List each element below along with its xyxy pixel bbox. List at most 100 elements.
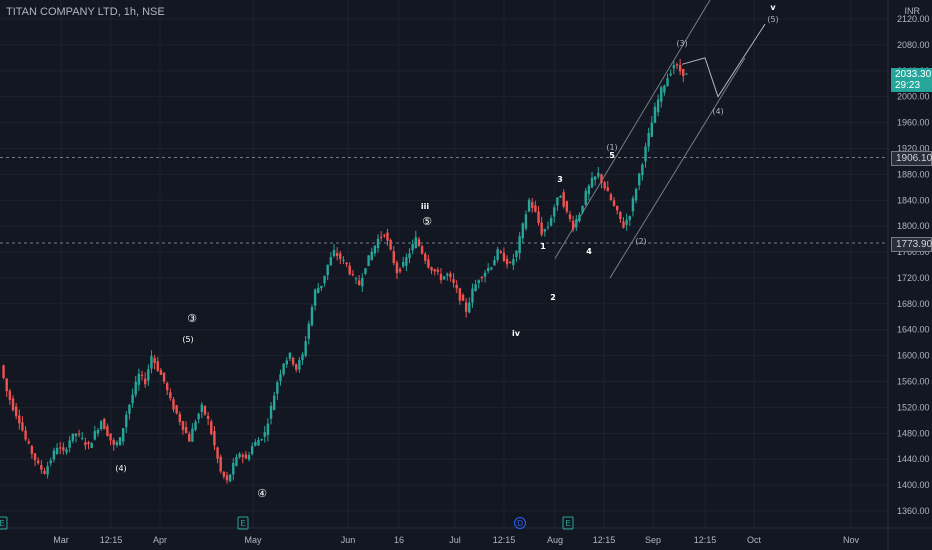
candle-body — [682, 68, 685, 77]
candle-body — [389, 239, 392, 250]
candle-body — [383, 234, 386, 236]
candle-body — [285, 360, 288, 365]
candle-body — [153, 357, 156, 363]
wave-label: 2 — [550, 293, 556, 302]
candle-body — [200, 404, 204, 412]
candle-body — [143, 378, 147, 385]
candle-body — [260, 439, 263, 441]
candle-body — [329, 257, 333, 266]
candle-body — [188, 433, 191, 442]
candle-body — [206, 415, 210, 419]
candle-body — [584, 190, 587, 205]
candle-body — [5, 378, 8, 392]
candle-body — [150, 355, 153, 369]
candle-body — [33, 453, 37, 461]
candle-body — [675, 64, 679, 66]
candle-body — [131, 394, 134, 404]
candle-body — [238, 453, 241, 458]
x-tick-label: Jun — [341, 535, 356, 545]
dividend-marker-label: D — [517, 519, 523, 528]
candle-body — [644, 146, 647, 162]
wave-label: iii — [421, 202, 429, 211]
wave-label: ④ — [257, 487, 267, 500]
y-tick-label: 1360.00 — [897, 506, 930, 516]
candle-body — [272, 395, 276, 410]
candle-body — [458, 288, 462, 301]
candle-body — [219, 456, 222, 472]
candle-body — [509, 262, 512, 264]
candle-body — [118, 437, 122, 446]
candle-body — [52, 450, 56, 460]
candle-body — [90, 442, 93, 448]
candle-body — [93, 431, 97, 440]
candle-body — [216, 447, 219, 459]
candle-body — [524, 214, 528, 229]
candle-body — [74, 433, 78, 437]
x-tick-label: Sep — [645, 535, 661, 545]
candle-body — [656, 99, 660, 113]
candle-body — [433, 269, 436, 272]
x-tick-label: Aug — [547, 535, 563, 545]
candle-body — [603, 182, 606, 189]
x-tick-label: Jul — [449, 535, 461, 545]
candle-body — [62, 447, 65, 451]
candle-body — [276, 382, 279, 394]
candle-body — [87, 442, 90, 444]
candle-body — [631, 198, 635, 212]
candle-body — [483, 272, 487, 277]
y-tick-label: 1400.00 — [897, 480, 930, 490]
candle-body — [641, 164, 644, 176]
y-tick-label: 1760.00 — [897, 247, 930, 257]
y-tick-label: 2120.00 — [897, 14, 930, 24]
candle-body — [502, 252, 506, 262]
candle-body — [81, 437, 84, 439]
candle-body — [263, 432, 266, 437]
candle-body — [291, 357, 295, 365]
candle-body — [537, 211, 540, 223]
candle-body — [452, 279, 455, 283]
candle-body — [125, 414, 128, 428]
candle-body — [59, 447, 62, 449]
y-tick-label: 1680.00 — [897, 299, 930, 309]
candle-body — [197, 413, 200, 420]
candle-body — [323, 275, 326, 284]
y-tick-label: 1560.00 — [897, 377, 930, 387]
candle-body — [235, 456, 238, 466]
candle-body — [402, 261, 405, 267]
earnings-marker-label: E — [240, 519, 245, 528]
candle-body — [505, 258, 509, 265]
hline-price-tag-2: 1773.90 — [891, 237, 932, 252]
y-tick-label: 1800.00 — [897, 221, 930, 231]
candle-body — [184, 427, 188, 433]
candle-body — [587, 185, 591, 194]
candle-body — [427, 259, 430, 268]
candle-body — [326, 264, 329, 276]
candle-body — [159, 370, 163, 375]
candle-body — [367, 255, 370, 267]
candle-body — [531, 202, 534, 209]
candle-body — [106, 426, 109, 436]
candle-body — [103, 418, 106, 430]
candle-body — [232, 462, 235, 475]
candle-body — [304, 341, 307, 356]
candle-body — [169, 392, 172, 399]
candle-body — [622, 221, 625, 228]
candle-body — [348, 265, 351, 275]
candle-body — [578, 214, 581, 222]
candle-body — [320, 285, 323, 289]
candle-body — [354, 278, 358, 280]
candle-body — [480, 277, 484, 279]
candle-body — [147, 369, 150, 381]
candle-body — [317, 287, 320, 293]
candle-body — [417, 239, 421, 246]
candle-body — [156, 361, 159, 371]
candle-body — [11, 398, 15, 411]
candle-body — [568, 214, 572, 219]
x-tick-label: 12:15 — [100, 535, 123, 545]
candle-body — [600, 174, 603, 183]
candle-body — [191, 428, 194, 442]
y-tick-label: 1440.00 — [897, 454, 930, 464]
candle-body — [166, 383, 169, 391]
candle-body — [128, 404, 131, 414]
